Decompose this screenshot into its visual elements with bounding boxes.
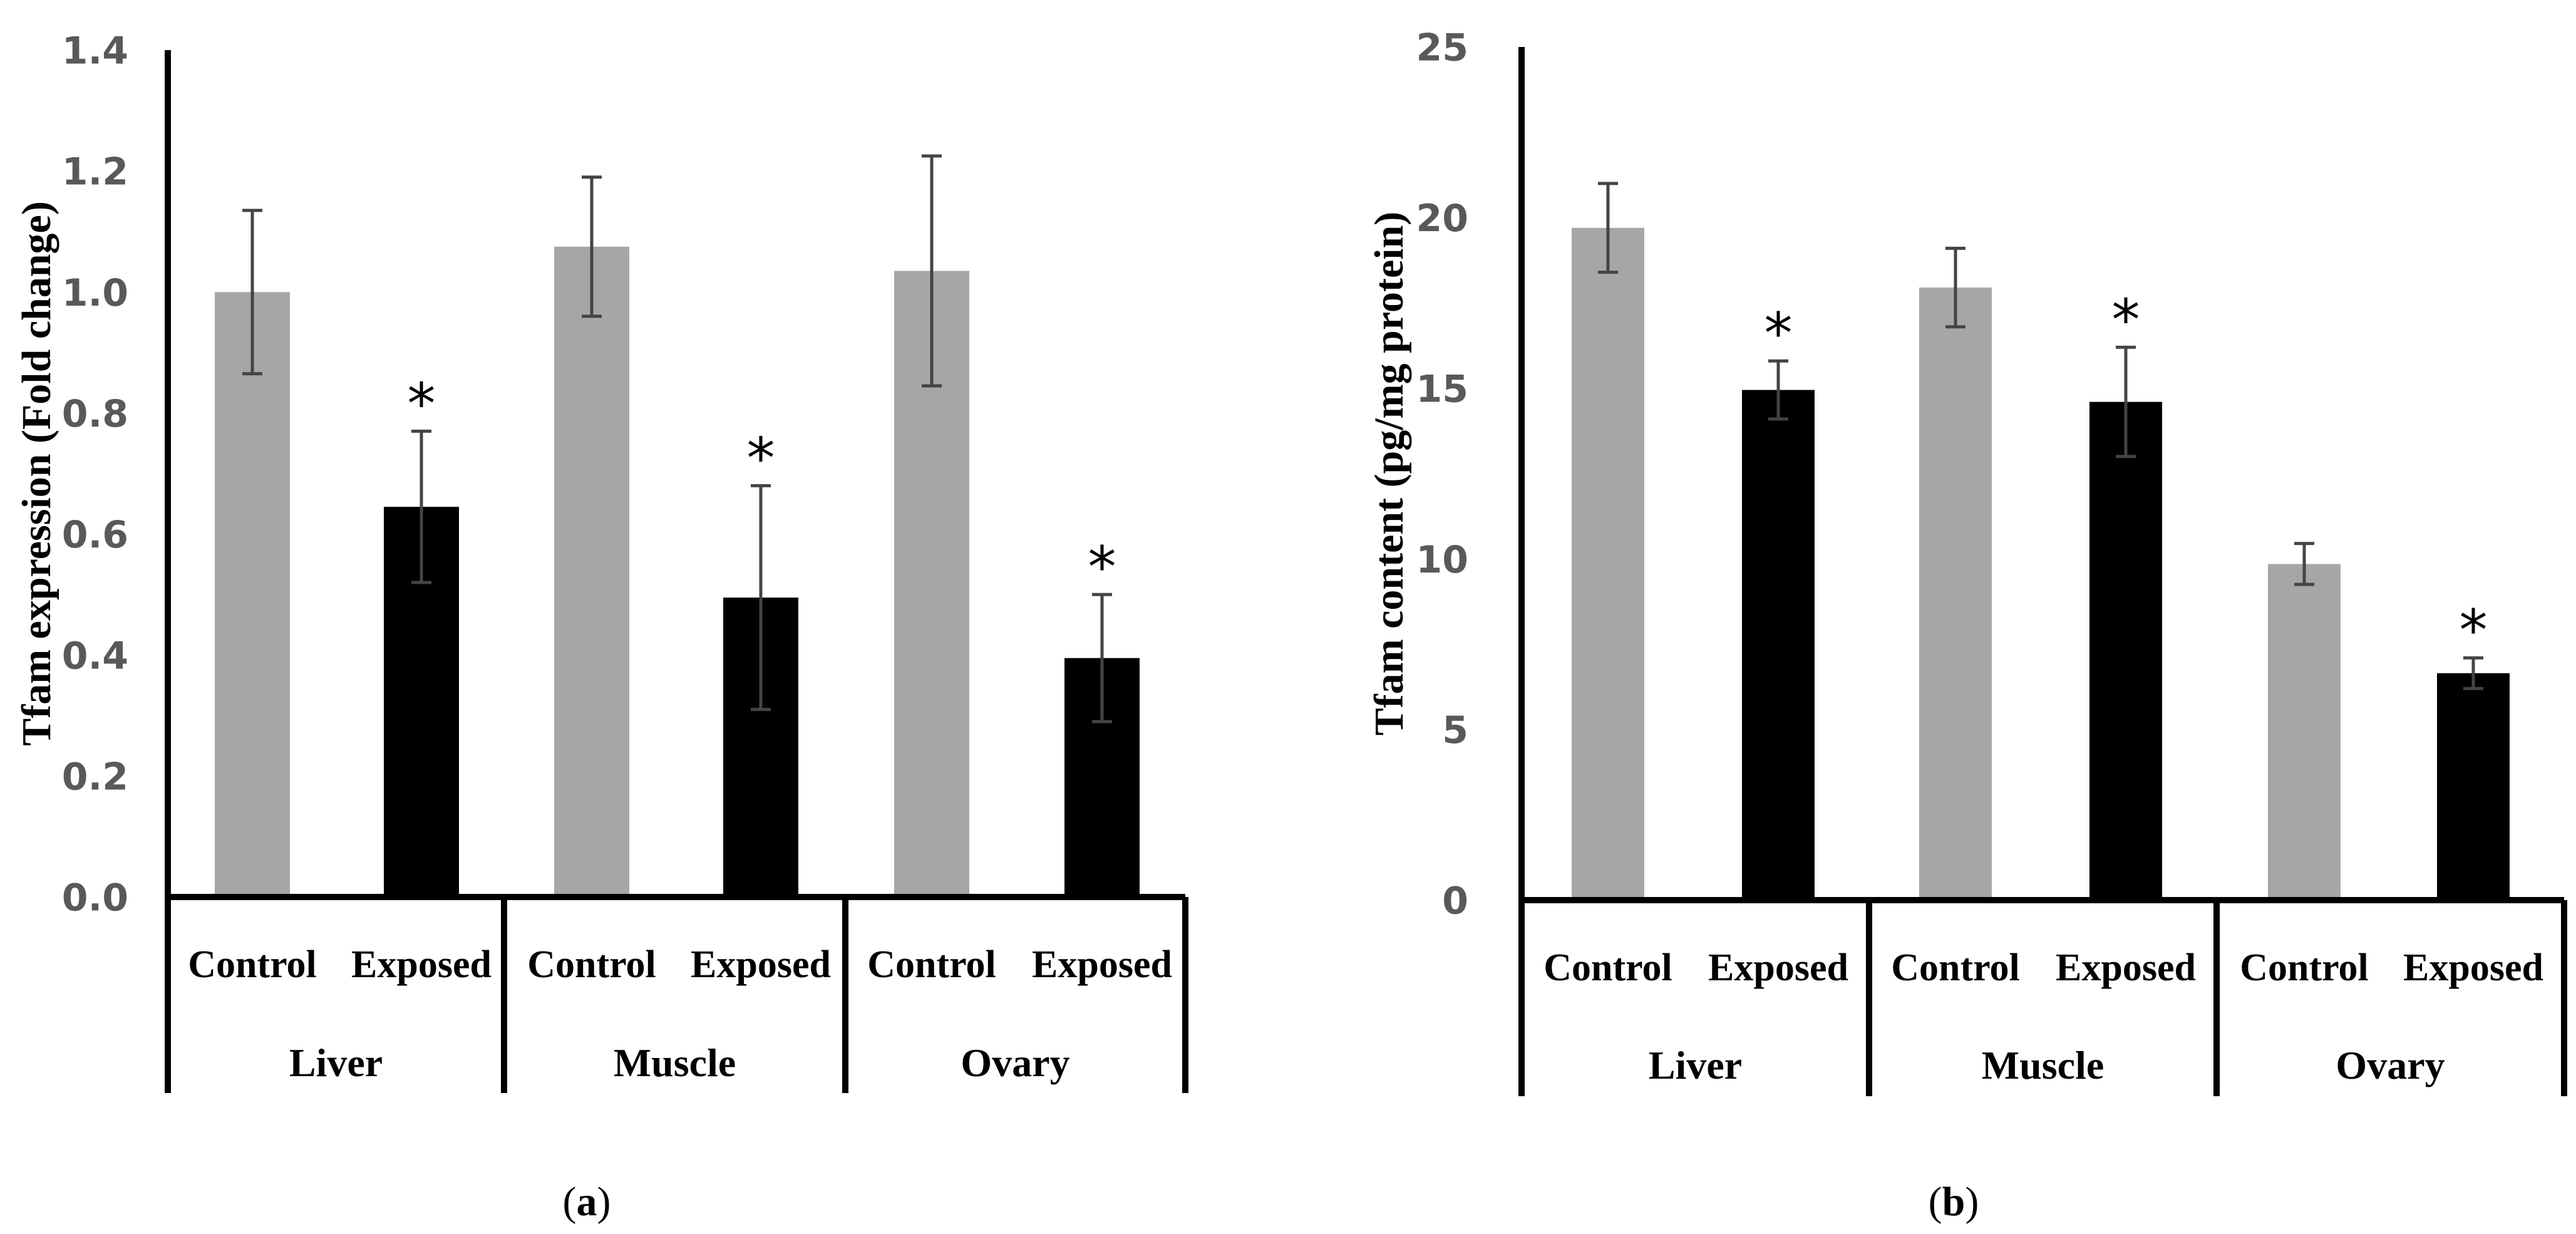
condition-label: Exposed [691,943,831,986]
condition-label: Exposed [351,943,492,986]
error-bar-ovary-exposed [1092,593,1112,723]
error-bar-muscle-exposed [2116,345,2136,459]
bar-muscle-control [554,246,629,897]
error-bar-liver-control [1598,182,1618,274]
significance-star: * [408,371,436,437]
error-bar-muscle-exposed [751,484,771,712]
y-tick-label: 0.2 [62,755,128,799]
error-bar-liver-control [242,209,262,376]
y-axis-title: Tfam expression (Fold change) [14,201,59,746]
error-bar-ovary-exposed [2463,656,2483,690]
y-tick-label: 25 [1416,26,1469,70]
significance-star: * [1088,535,1116,601]
y-axis-title: Tfam content (pg/mg protein) [1366,212,1412,736]
significance-star: * [2460,598,2488,664]
chart-panel-b: 0 5 10 15 20 25 Tfam content (pg/mg protein) * *… [1366,26,2567,1225]
error-bar-muscle-control [582,175,602,318]
error-bar-ovary-control [2294,542,2314,586]
condition-label: Exposed [2403,946,2543,989]
y-tick-label: 15 [1416,367,1469,411]
error-bar-liver-exposed [1768,359,1788,421]
y-tick-label: 1.0 [62,271,128,315]
condition-label: Exposed [2056,946,2196,989]
y-tick-label: 0.6 [62,513,128,557]
bar-liver-control [215,292,290,897]
axes [1518,47,2567,1096]
bar-ovary-control [2268,564,2341,900]
condition-label: Exposed [1708,946,1848,989]
condition-label: Exposed [1032,943,1172,986]
chart-panel-a: 0.0 0.2 0.4 0.6 0.8 1.0 1.2 1.4 Tfam expression … [14,29,1188,1225]
significance-star: * [1765,301,1793,367]
error-bar-ovary-control [922,154,942,388]
bar-liver-control [1572,227,1644,900]
y-tick-label: 20 [1416,197,1469,241]
condition-label: Control [1543,946,1672,989]
y-tick-label: 0.4 [62,634,128,678]
condition-label: Control [527,943,656,986]
group-label: Muscle [614,1040,736,1085]
y-tick-label: 0.0 [62,876,128,920]
group-label: Ovary [961,1040,1069,1085]
y-tick-label: 1.2 [62,150,128,194]
y-tick-label: 5 [1442,708,1468,752]
group-label: Muscle [1982,1043,2105,1087]
bar-liver-exposed [1742,390,1815,900]
condition-label: Control [867,943,996,986]
y-tick-label: 1.4 [62,29,128,73]
significance-star: * [747,426,775,492]
bar-muscle-control [1919,288,1992,901]
error-bar-muscle-control [1945,246,1965,329]
bar-muscle-exposed [2089,402,2162,900]
axes [165,50,1188,1093]
bar-ovary-exposed [2437,673,2510,900]
group-label: Ovary [2336,1043,2445,1087]
group-label: Liver [289,1040,383,1085]
condition-label: Control [1891,946,2020,989]
panel-label: (a) [563,1179,611,1225]
y-tick-label: 10 [1416,538,1469,582]
y-tick-label: 0.8 [62,392,128,436]
y-tick-label: 0 [1442,879,1468,923]
error-bar-liver-exposed [411,429,431,584]
significance-star: * [2112,288,2140,353]
panel-label: (b) [1929,1179,1979,1225]
group-label: Liver [1649,1043,1742,1087]
condition-label: Control [188,943,317,986]
condition-label: Control [2240,946,2369,989]
